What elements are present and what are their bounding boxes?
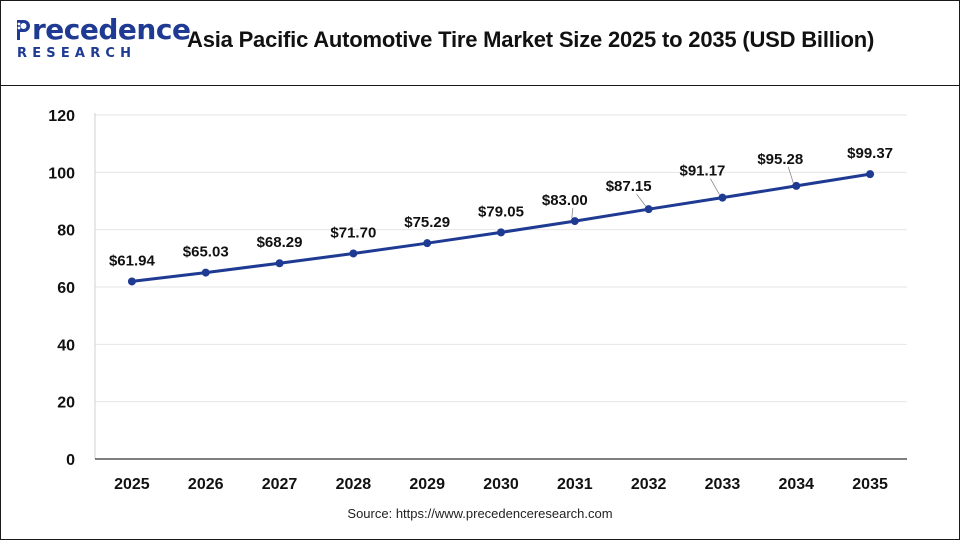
data-labels: $61.94 $65.03 $68.29 $71.70 $75.29 $79.05 $83.…	[109, 145, 893, 269]
y-tick-label: 100	[48, 165, 75, 182]
data-point	[792, 181, 801, 190]
data-point	[718, 193, 727, 202]
line-chart: 0 20 40 60 80 100 120 2025 2026 2027 2028 2029 2030 2…	[48, 108, 907, 493]
data-label: $99.37	[847, 145, 893, 162]
data-points	[127, 170, 875, 286]
data-label: $87.15	[606, 178, 652, 195]
y-tick-label: 60	[57, 280, 75, 297]
chart-title: Asia Pacific Automotive Tire Market Size…	[187, 27, 875, 52]
x-tick-label: 2031	[557, 476, 593, 493]
data-label: $68.29	[257, 234, 303, 251]
x-tick-label: 2032	[631, 476, 667, 493]
y-tick-label: 20	[57, 395, 75, 412]
x-tick-label: 2027	[262, 476, 298, 493]
logo-wordmark: recedence	[15, 13, 191, 47]
x-tick-label: 2035	[852, 476, 888, 493]
x-tick-label: 2030	[483, 476, 519, 493]
data-point	[201, 268, 210, 277]
label-leader	[710, 178, 720, 195]
data-label: $75.29	[404, 214, 450, 231]
label-leader	[636, 193, 646, 207]
brand-logo: recedence RESEARCH	[15, 13, 191, 73]
series-line	[131, 172, 871, 283]
x-tick-label: 2026	[188, 476, 224, 493]
y-tick-label: 120	[48, 108, 75, 125]
label-leader	[571, 208, 574, 219]
data-point	[275, 259, 284, 268]
grid-layer	[95, 114, 907, 403]
data-label: $83.00	[542, 192, 588, 209]
data-label: $79.05	[478, 203, 524, 220]
data-point	[866, 170, 875, 179]
data-point	[497, 228, 505, 237]
data-label: $65.03	[183, 244, 229, 261]
data-point	[644, 205, 653, 214]
header: recedence RESEARCH Asia Pacific Automoti…	[1, 1, 959, 86]
data-label: $61.94	[109, 252, 156, 269]
data-point	[570, 217, 579, 226]
x-tick-label: 2029	[409, 476, 445, 493]
series-line-layer	[131, 172, 871, 283]
data-point	[423, 239, 432, 248]
x-tick-label: 2028	[336, 476, 372, 493]
axis-layer: 0 20 40 60 80 100 120 2025 2026 2027 2028 2029 2030 2…	[48, 108, 907, 493]
y-tick-label: 80	[57, 223, 75, 240]
data-point	[127, 277, 136, 286]
x-tick-label: 2033	[705, 476, 741, 493]
x-tick-label: 2025	[114, 476, 150, 493]
source-note: Source: https://www.precedenceresearch.c…	[347, 506, 613, 521]
data-label: $95.28	[757, 151, 803, 168]
label-leader	[787, 166, 794, 183]
data-point	[349, 249, 358, 258]
y-tick-label: 40	[57, 337, 75, 354]
x-tick-label: 2034	[778, 476, 814, 493]
logo-text-top: recedence	[32, 13, 191, 46]
logo-p-icon	[15, 16, 31, 40]
data-label: $71.70	[330, 224, 376, 241]
y-tick-label: 0	[66, 452, 75, 469]
data-label: $91.17	[680, 163, 726, 180]
logo-text-bottom: RESEARCH	[17, 46, 137, 61]
